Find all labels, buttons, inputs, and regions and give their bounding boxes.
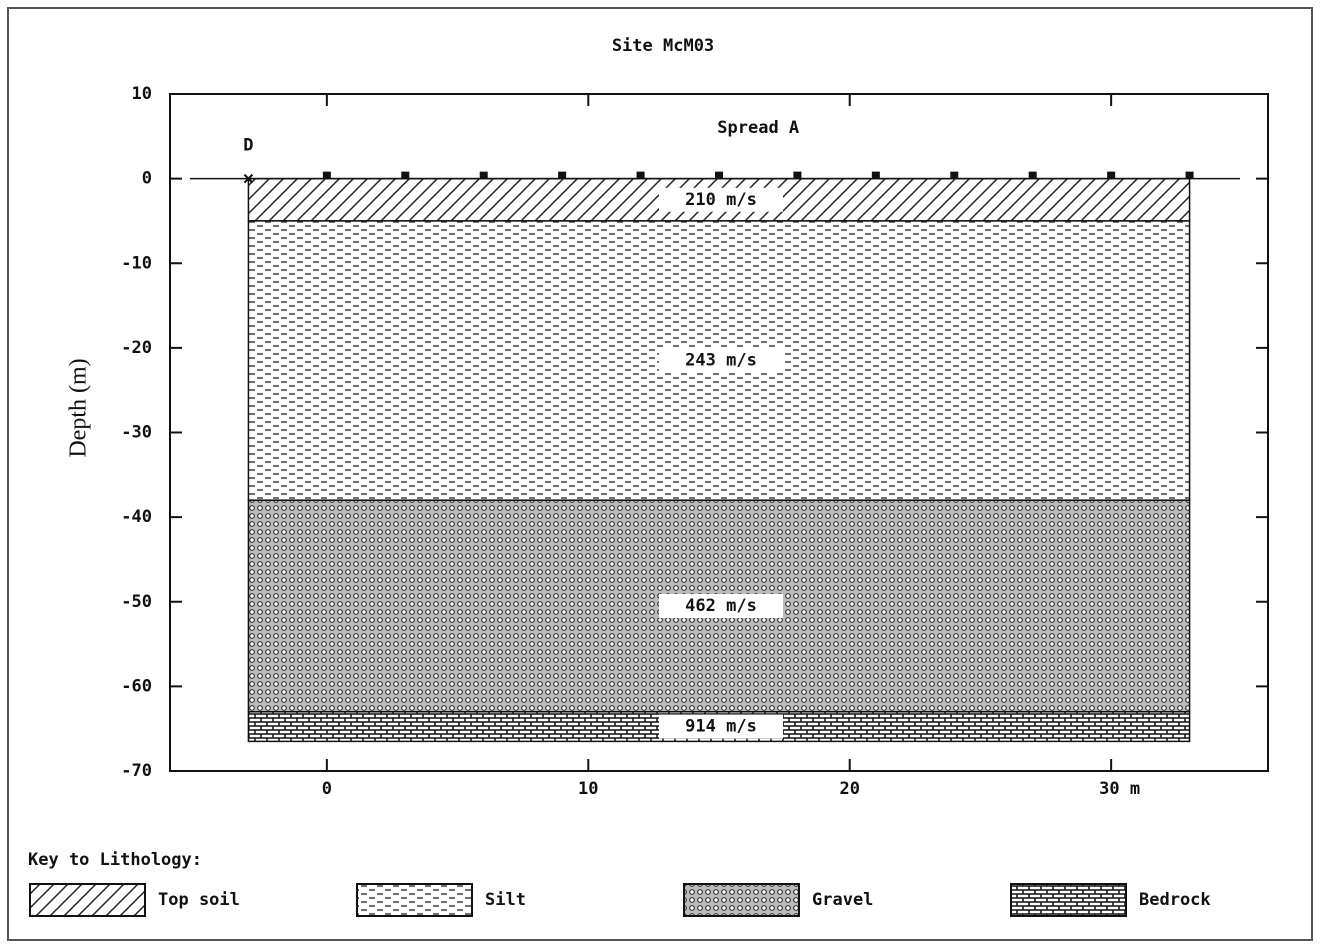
geophone [1028, 171, 1037, 179]
y-tick-label: -30 [121, 423, 152, 443]
frame [7, 7, 1313, 941]
legend-label: Silt [485, 890, 526, 910]
x-tick-label: 0 [322, 779, 332, 799]
legend-title: Key to Lithology: [28, 850, 202, 870]
legend-swatch [1010, 883, 1127, 917]
x-tick-label: 10 [578, 779, 598, 799]
layer-label: 462 m/s [685, 596, 757, 616]
legend-label: Top soil [158, 890, 240, 910]
subtitle: Spread A [717, 118, 799, 138]
legend-swatch [356, 883, 473, 917]
geophone [1107, 171, 1116, 179]
layer-label-bg [659, 714, 783, 739]
layer-label-bg [659, 187, 783, 212]
layer-label-bg [659, 593, 783, 618]
chart-title: Site McM03 [612, 36, 714, 56]
geophone [793, 171, 802, 179]
legend-label: Gravel [812, 890, 873, 910]
layer-label: 914 m/s [685, 717, 757, 737]
y-axis-label: Depth (m) [66, 358, 92, 457]
legend-swatch [29, 883, 146, 917]
layer-label: 243 m/s [685, 351, 757, 371]
y-tick-label: -50 [121, 592, 152, 612]
source-marker [243, 173, 254, 184]
y-tick-label: 0 [142, 169, 152, 189]
geophone [401, 171, 410, 179]
geophone [715, 171, 723, 179]
layer-label: 210 m/s [685, 190, 757, 210]
y-tick-label: -60 [121, 676, 152, 696]
x-tick-label: 20 [839, 779, 859, 799]
geophone [322, 171, 331, 179]
y-tick-label: -70 [121, 761, 152, 781]
geophone [950, 171, 959, 179]
geophone [636, 171, 645, 179]
y-tick-label: -20 [121, 338, 152, 358]
y-tick-label: 10 [132, 84, 152, 104]
x-tick-label: 30 m [1099, 779, 1140, 799]
y-tick-label: -40 [121, 507, 152, 527]
y-tick-label: -10 [121, 253, 152, 273]
legend-label: Bedrock [1139, 890, 1211, 910]
layer-label-bg [659, 348, 783, 373]
geophone [1185, 171, 1194, 179]
geophone [558, 171, 567, 179]
geophone [871, 171, 880, 179]
source-label: D [243, 136, 253, 156]
legend-swatch [683, 883, 800, 917]
geophone [479, 171, 488, 179]
